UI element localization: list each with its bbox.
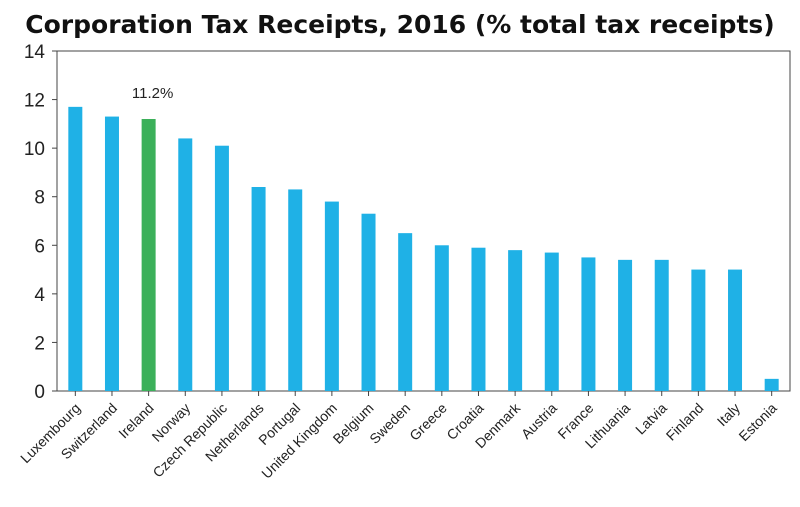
bar-luxembourg [68,106,83,391]
x-category-label: Sweden [366,400,413,447]
x-axis-labels: LuxembourgSwitzerlandIrelandNorwayCzech … [17,391,780,482]
bar-estonia [764,378,779,391]
x-category-label: Greece [406,400,450,444]
bar-netherlands [251,187,266,391]
y-axis: 0 2 4 6 8 10 12 14 [24,42,791,403]
y-tick-label: 10 [24,139,45,160]
data-label-ireland: 11.2% [132,85,173,102]
bar-italy [728,269,743,391]
bar-united-kingdom [324,201,339,391]
bar-lithuania [618,259,633,391]
bars [68,106,779,392]
y-tick-label: 6 [34,236,45,257]
bar-belgium [361,213,376,391]
y-tick-label: 8 [34,188,45,209]
bar-czech-republic [214,145,229,391]
bar-finland [691,269,706,391]
x-category-label: Estonia [735,400,779,444]
bar-austria [544,252,559,391]
annotations: 11.2% [132,85,173,102]
bar-denmark [508,250,523,391]
x-category-label: Italy [714,400,743,429]
bar-norway [178,138,193,391]
y-tick-label: 0 [34,382,45,403]
bar-france [581,257,596,391]
y-tick-label: 14 [24,42,46,63]
x-category-label: Finland [663,400,707,444]
bar-sweden [398,233,413,391]
plot-area-border [56,50,791,392]
y-tick-label: 2 [34,333,45,354]
bar-croatia [471,247,486,391]
y-tick-label: 4 [34,285,45,306]
bar-ireland [141,119,156,391]
bar-switzerland [104,116,119,392]
bar-greece [434,245,449,391]
y-tick-label: 12 [24,91,45,112]
chart-title: Corporation Tax Receipts, 2016 (% total … [25,10,775,39]
bar-portugal [288,189,303,391]
bar-latvia [654,259,669,391]
x-category-label: Austria [518,400,560,442]
